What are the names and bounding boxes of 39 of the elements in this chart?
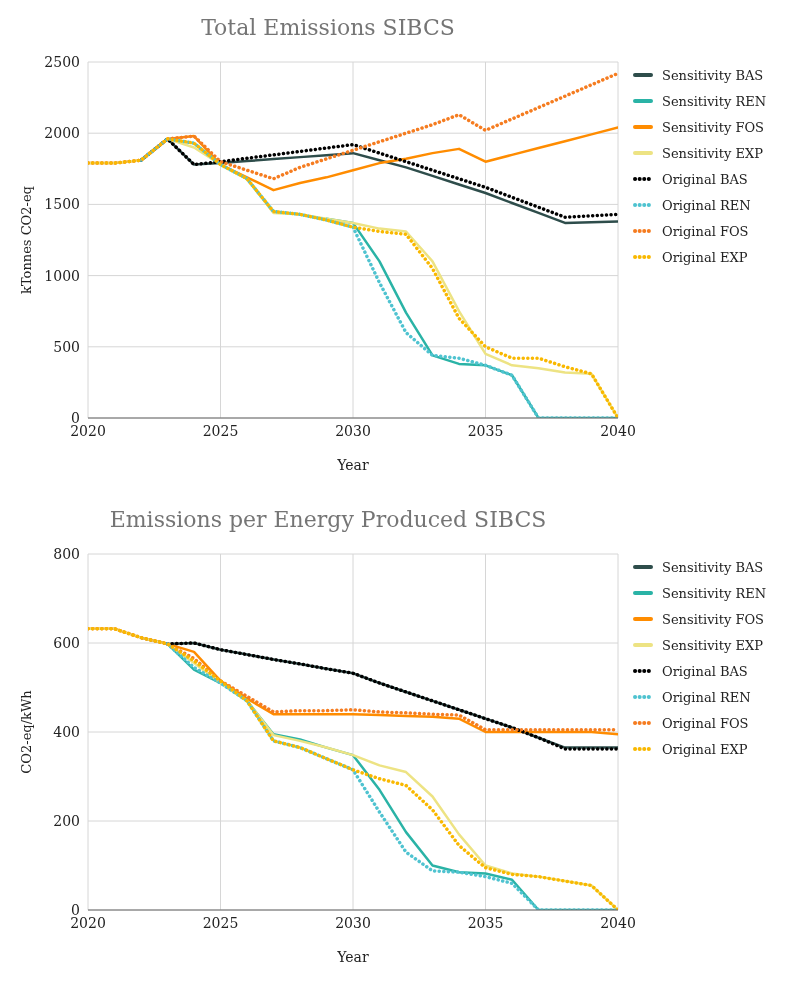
legend-label: Original REN bbox=[662, 197, 751, 213]
x-tick-label: 2030 bbox=[335, 422, 371, 439]
legend-label: Original FOS bbox=[662, 223, 749, 239]
legend-label: Original FOS bbox=[662, 715, 749, 731]
legend-label: Sensitivity BAS bbox=[662, 559, 764, 575]
legend-label: Sensitivity EXP bbox=[662, 637, 763, 653]
y-tick-label: 200 bbox=[53, 812, 80, 829]
legend-label: Sensitivity EXP bbox=[662, 145, 763, 161]
x-tick-label: 2035 bbox=[467, 914, 504, 931]
y-axis-title: kTonnes CO2-eq bbox=[18, 186, 34, 294]
legend-label: Original BAS bbox=[662, 663, 748, 679]
y-tick-label: 600 bbox=[53, 634, 80, 651]
y-tick-label: 1500 bbox=[44, 196, 80, 213]
legend-label: Original EXP bbox=[662, 249, 748, 265]
y-tick-label: 800 bbox=[53, 545, 80, 562]
x-tick-label: 2025 bbox=[202, 422, 239, 439]
chart-title: Emissions per Energy Produced SIBCS bbox=[108, 506, 548, 534]
legend-label: Sensitivity REN bbox=[662, 585, 767, 601]
y-tick-label: 500 bbox=[53, 338, 80, 355]
legend-label: Sensitivity REN bbox=[662, 93, 767, 109]
x-axis-title: Year bbox=[336, 457, 369, 473]
x-axis-title: Year bbox=[336, 949, 369, 965]
y-tick-label: 400 bbox=[53, 723, 80, 740]
legend-label: Original EXP bbox=[662, 741, 748, 757]
x-tick-label: 2030 bbox=[335, 914, 371, 931]
legend-label: Sensitivity BAS bbox=[662, 67, 764, 83]
x-tick-label: 2025 bbox=[202, 914, 239, 931]
x-tick-label: 2040 bbox=[600, 422, 636, 439]
y-tick-label: 2000 bbox=[44, 125, 80, 142]
legend-label: Sensitivity FOS bbox=[662, 611, 764, 627]
chart-title: Total Emissions SIBCS bbox=[200, 14, 456, 42]
legend-label: Original REN bbox=[662, 689, 751, 705]
y-tick-label: 1000 bbox=[44, 267, 80, 284]
y-tick-label: 2500 bbox=[44, 53, 80, 70]
legend-label: Original BAS bbox=[662, 171, 748, 187]
y-axis-title: CO2-eq/kWh bbox=[18, 689, 34, 774]
x-tick-label: 2035 bbox=[467, 422, 504, 439]
legend-label: Sensitivity FOS bbox=[662, 119, 764, 135]
x-tick-label: 2040 bbox=[600, 914, 636, 931]
